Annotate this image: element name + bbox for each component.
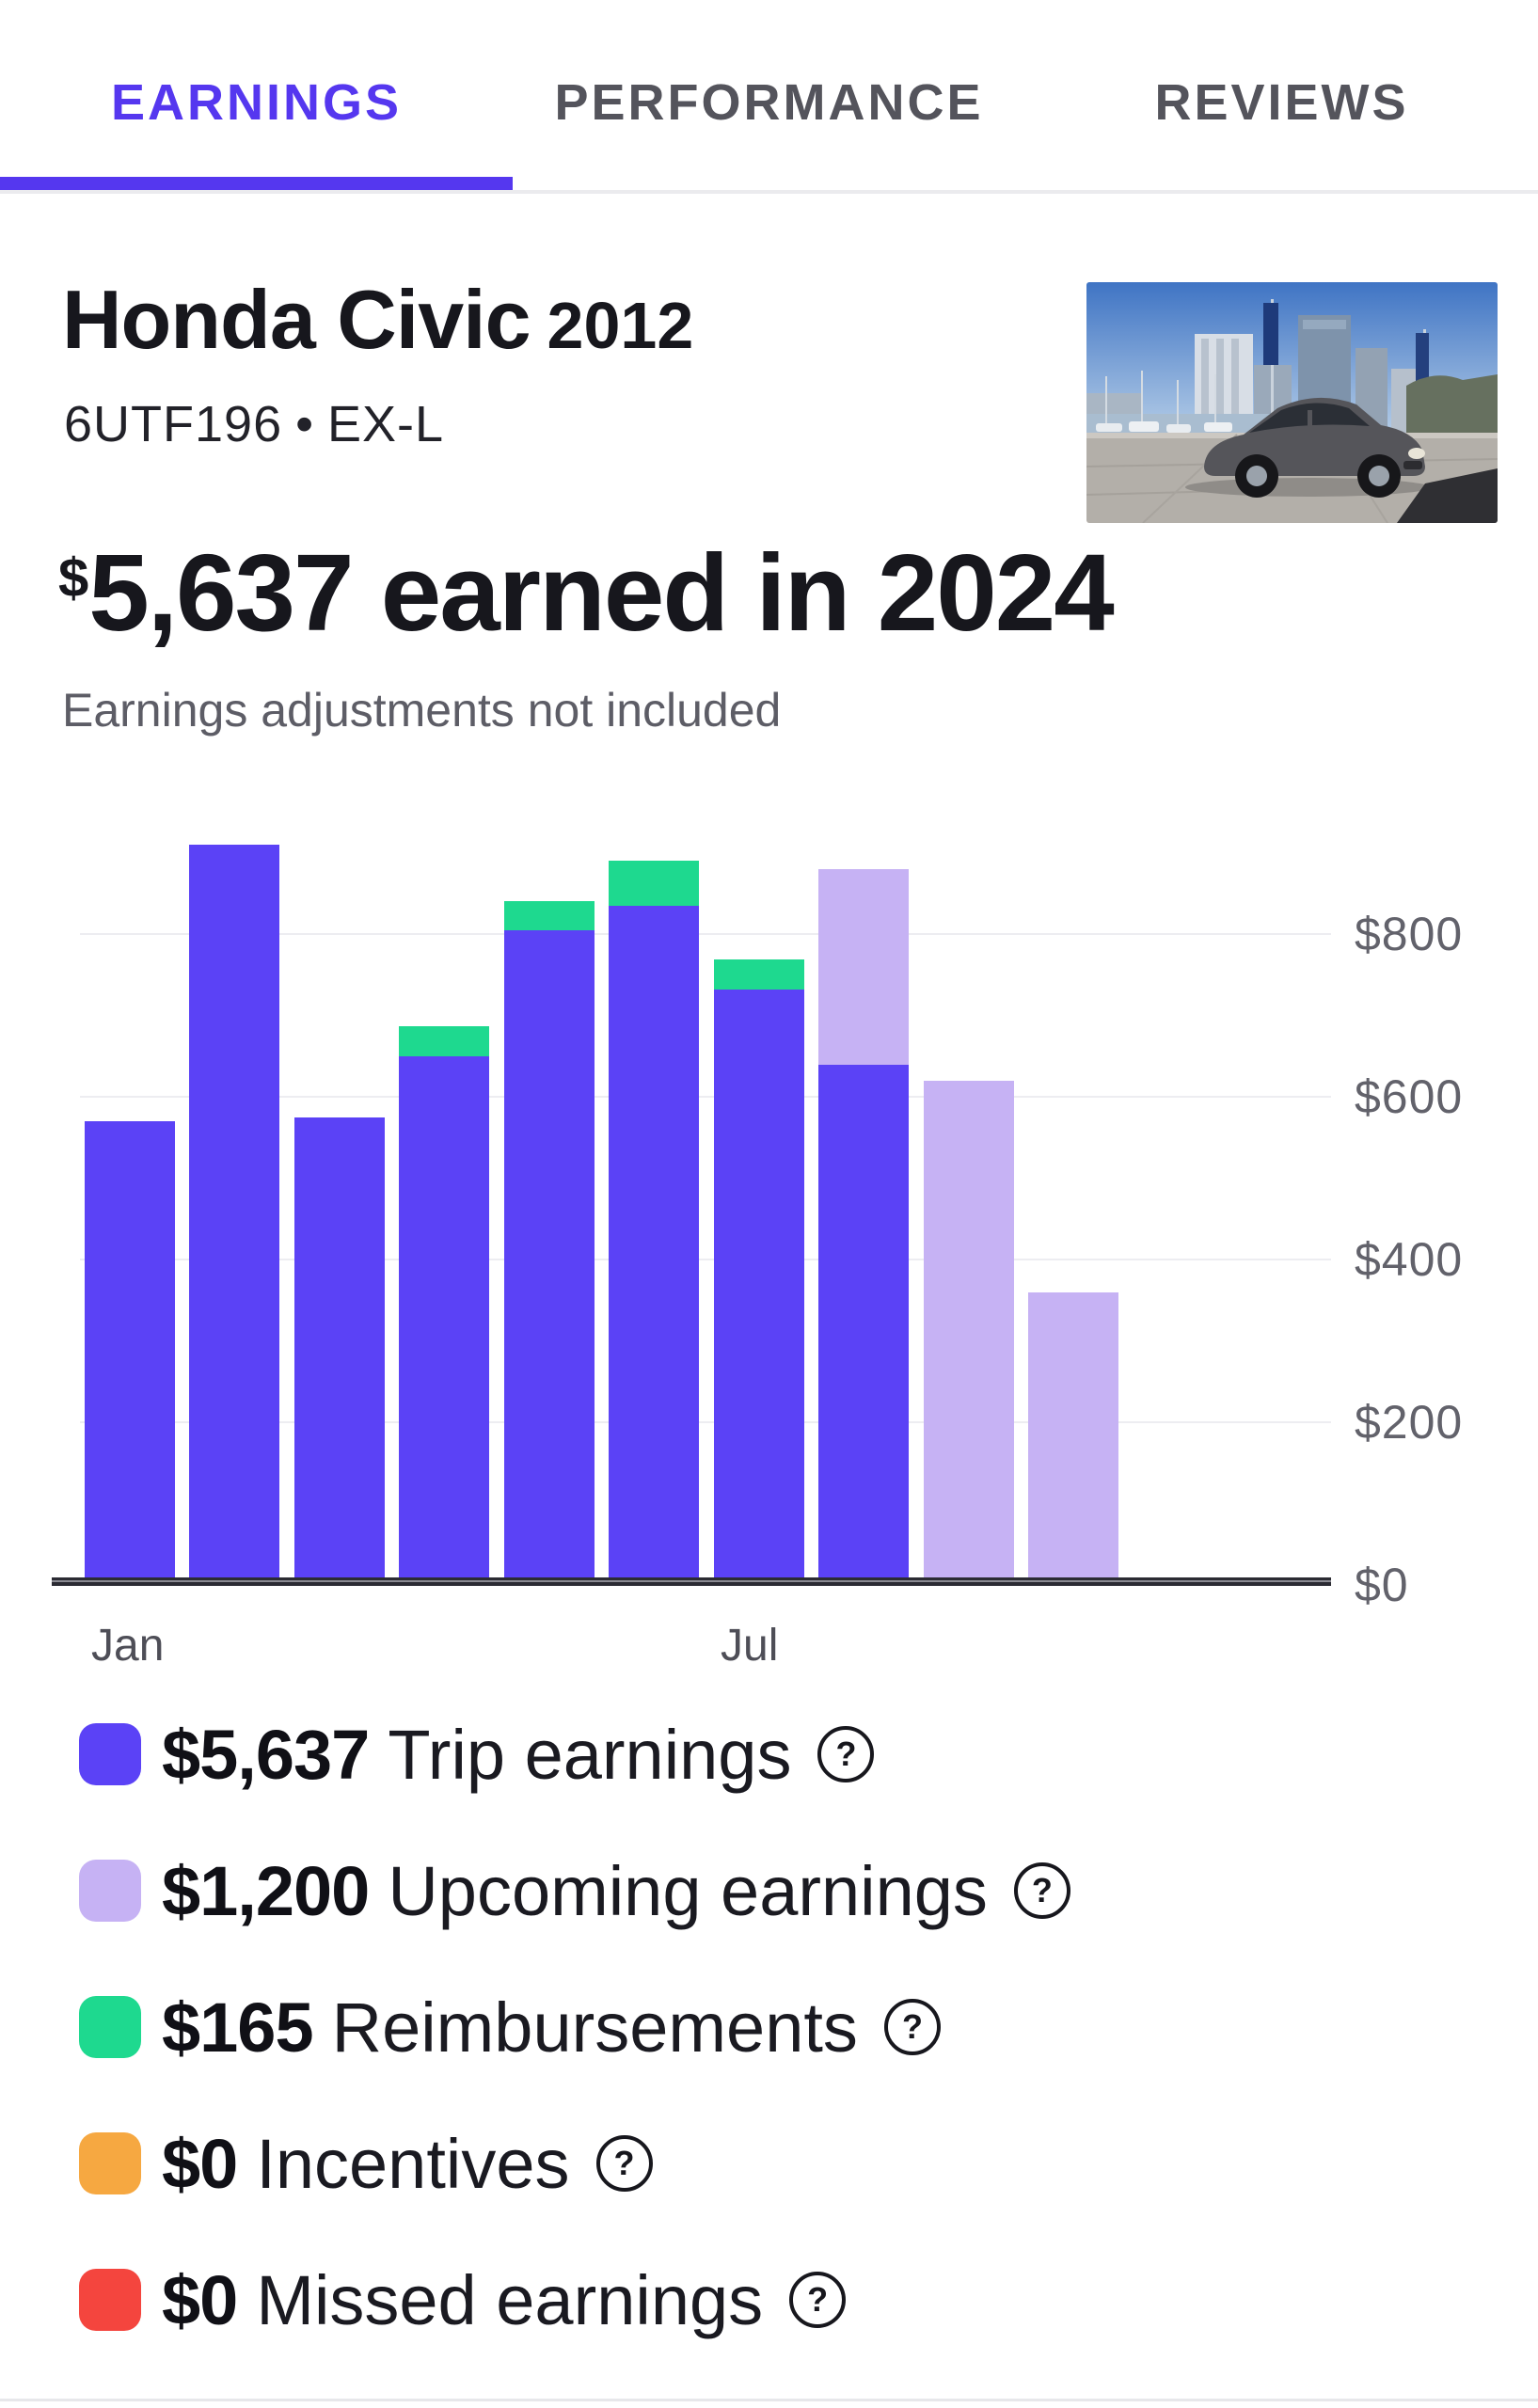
bar-aug bbox=[818, 869, 909, 1577]
vehicle-year: 2012 bbox=[547, 289, 694, 362]
bar-segment-apr-reimbursements bbox=[399, 1026, 489, 1056]
bar-segment-oct-upcoming-earnings bbox=[1028, 1292, 1118, 1577]
legend-swatch-missed-earnings bbox=[79, 2269, 141, 2331]
legend-amount-incentives: $0 bbox=[162, 2124, 238, 2203]
bar-segment-jul-reimbursements bbox=[714, 959, 804, 990]
help-icon-missed-earnings[interactable]: ? bbox=[789, 2272, 847, 2328]
gridline-800 bbox=[80, 932, 1331, 935]
legend-swatch-trip-earnings bbox=[79, 1723, 141, 1785]
legend-amount-missed-earnings: $0 bbox=[162, 2260, 238, 2339]
vehicle-subtitle: 6UTF196 • EX-L bbox=[64, 395, 444, 453]
vehicle-name: Honda Civic bbox=[62, 273, 531, 366]
x-axis-label-jul: Jul bbox=[721, 1621, 779, 1671]
legend-label-reimbursements: Reimbursements bbox=[331, 1988, 858, 2067]
bar-apr bbox=[399, 1026, 489, 1577]
license-plate: 6UTF196 bbox=[64, 396, 283, 452]
legend-amount-trip-earnings: $5,637 bbox=[162, 1715, 370, 1794]
legend-swatch-upcoming-earnings bbox=[79, 1860, 141, 1922]
legend-row-upcoming-earnings: $1,200 Upcoming earnings? bbox=[79, 1852, 1490, 1930]
bar-oct bbox=[1028, 1292, 1118, 1577]
gridline-200 bbox=[80, 1420, 1331, 1423]
chart-legend: $5,637 Trip earnings? $1,200 Upcoming earni… bbox=[79, 1716, 1490, 2405]
legend-swatch-incentives bbox=[79, 2132, 141, 2194]
y-axis-tick-800: $800 bbox=[1355, 907, 1464, 960]
bottom-divider bbox=[0, 2399, 1538, 2401]
bar-sep bbox=[924, 1081, 1014, 1577]
earnings-chart: $0 $200 $400 $600 $800 Jan Jul bbox=[0, 828, 1538, 1674]
earnings-note: Earnings adjustments not included bbox=[62, 684, 782, 737]
x-axis-line bbox=[52, 1577, 1331, 1586]
earned-caption: earned in 2024 bbox=[352, 531, 1115, 654]
legend-row-reimbursements: $165 Reimbursements? bbox=[79, 1988, 1490, 2067]
tab-reviews[interactable]: REVIEWS bbox=[1154, 74, 1409, 131]
currency-symbol: $ bbox=[58, 547, 89, 610]
help-icon-reimbursements[interactable]: ? bbox=[883, 1999, 941, 2055]
legend-label-trip-earnings: Trip earnings bbox=[388, 1715, 792, 1794]
legend-swatch-reimbursements bbox=[79, 1996, 141, 2058]
x-axis-label-jan: Jan bbox=[91, 1621, 165, 1671]
tab-bar: EARNINGS PERFORMANCE REVIEWS bbox=[0, 0, 1538, 194]
earned-headline: $5,637 earned in 2024 bbox=[58, 538, 1115, 647]
bar-segment-jun-reimbursements bbox=[609, 861, 699, 906]
legend-row-trip-earnings: $5,637 Trip earnings? bbox=[79, 1716, 1490, 1794]
y-axis-tick-600: $600 bbox=[1355, 1069, 1464, 1123]
legend-amount-upcoming-earnings: $1,200 bbox=[162, 1851, 370, 1930]
vehicle-title: Honda Civic 2012 bbox=[62, 278, 693, 361]
legend-amount-reimbursements: $165 bbox=[162, 1988, 314, 2067]
tab-performance[interactable]: PERFORMANCE bbox=[554, 74, 984, 131]
bar-segment-mar-trip-earnings bbox=[294, 1117, 385, 1577]
bar-segment-may-trip-earnings bbox=[504, 930, 595, 1577]
bar-jun bbox=[609, 861, 699, 1577]
help-icon-upcoming-earnings[interactable]: ? bbox=[1013, 1862, 1070, 1919]
bar-feb bbox=[189, 845, 279, 1577]
bar-segment-aug-upcoming-earnings bbox=[818, 869, 909, 1065]
bar-segment-feb-trip-earnings bbox=[189, 845, 279, 1577]
tab-earnings[interactable]: EARNINGS bbox=[110, 74, 403, 131]
legend-row-incentives: $0 Incentives? bbox=[79, 2125, 1490, 2203]
legend-label-missed-earnings: Missed earnings bbox=[256, 2260, 764, 2339]
bar-mar bbox=[294, 1117, 385, 1577]
vehicle-photo bbox=[1086, 282, 1498, 523]
y-axis-tick-400: $400 bbox=[1355, 1232, 1464, 1286]
vehicle-trim: EX-L bbox=[327, 396, 445, 452]
bar-segment-jan-trip-earnings bbox=[85, 1121, 175, 1577]
earned-amount: 5,637 bbox=[88, 531, 354, 654]
bar-segment-aug-trip-earnings bbox=[818, 1065, 909, 1577]
vehicle-photo-illustration bbox=[1086, 282, 1498, 523]
gridline-400 bbox=[80, 1258, 1331, 1260]
help-icon-trip-earnings[interactable]: ? bbox=[817, 1726, 875, 1782]
chart-plot-area: $0 $200 $400 $600 $800 bbox=[0, 828, 1538, 1611]
active-tab-underline bbox=[0, 177, 513, 191]
legend-label-upcoming-earnings: Upcoming earnings bbox=[388, 1851, 988, 1930]
gridline-600 bbox=[80, 1095, 1331, 1098]
legend-label-incentives: Incentives bbox=[256, 2124, 570, 2203]
y-axis-tick-200: $200 bbox=[1355, 1395, 1464, 1449]
help-icon-incentives[interactable]: ? bbox=[595, 2135, 653, 2192]
y-axis-tick-0: $0 bbox=[1355, 1559, 1409, 1611]
tab-bar-divider bbox=[0, 190, 1538, 194]
legend-row-missed-earnings: $0 Missed earnings? bbox=[79, 2261, 1490, 2339]
bar-jan bbox=[85, 1121, 175, 1577]
bar-segment-apr-trip-earnings bbox=[399, 1056, 489, 1577]
bar-segment-sep-upcoming-earnings bbox=[924, 1081, 1014, 1577]
bar-segment-jul-trip-earnings bbox=[714, 990, 804, 1577]
bar-may bbox=[504, 901, 595, 1577]
bar-segment-jun-trip-earnings bbox=[609, 906, 699, 1577]
separator-dot: • bbox=[295, 396, 315, 452]
bar-segment-may-reimbursements bbox=[504, 901, 595, 930]
bar-jul bbox=[714, 959, 804, 1577]
